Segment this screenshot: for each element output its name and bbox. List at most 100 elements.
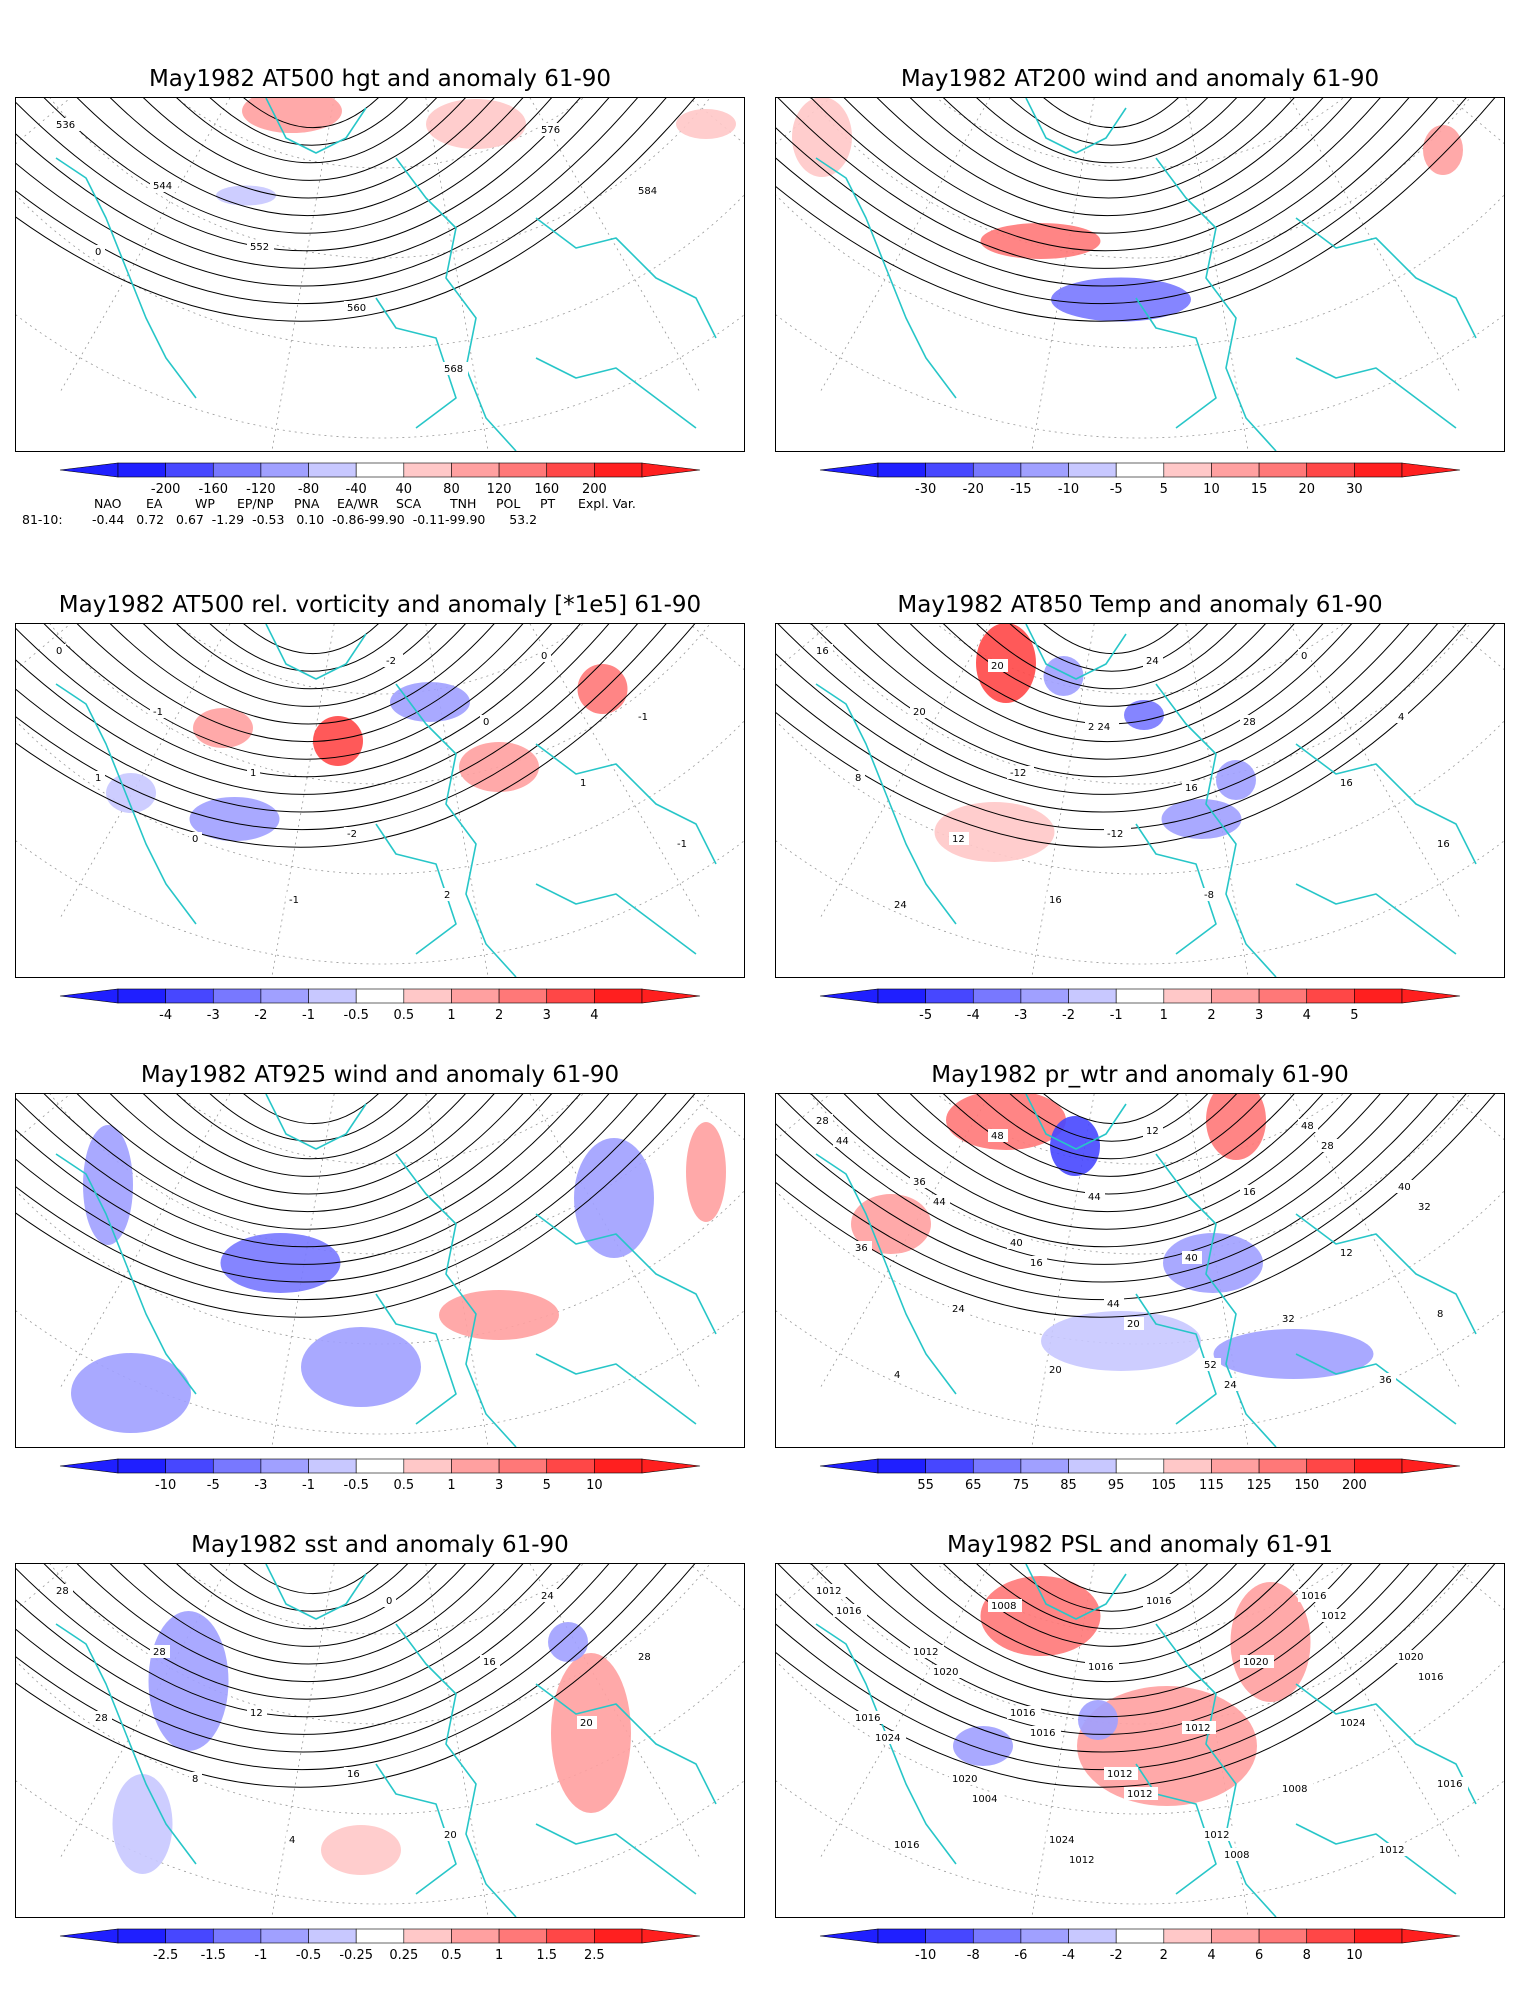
coastline xyxy=(55,157,197,399)
contour-lines xyxy=(776,1094,1496,1318)
coastline xyxy=(265,624,367,680)
contour-label-bg xyxy=(1027,1256,1047,1269)
colorbar-tick-label: -10 xyxy=(155,1478,176,1493)
contour-label: 36 xyxy=(913,1177,926,1188)
contour-label: 1016 xyxy=(894,1840,919,1851)
contour-label-bg xyxy=(1434,837,1454,850)
contour-line xyxy=(16,98,696,322)
contour-label-bg xyxy=(247,1706,267,1719)
contour-label: 20 xyxy=(913,707,926,718)
coastline xyxy=(55,1623,197,1865)
anomaly-blob xyxy=(1161,799,1242,839)
contour-label: 40 xyxy=(1010,1238,1023,1249)
map-canvas: 16 20 -12 -12 -8 0 4 8 12 16 24 28 16 16 24 20 2 24 16 xyxy=(776,624,1504,977)
contour-label: 28 xyxy=(95,1713,108,1724)
map-wind925 xyxy=(15,1093,745,1448)
contour-label-bg xyxy=(92,245,105,258)
contour-label-bg xyxy=(1046,1833,1080,1846)
contour-label: -2 xyxy=(347,829,357,840)
coastline xyxy=(1295,357,1457,429)
contour-label: 36 xyxy=(855,1243,868,1254)
contour-line xyxy=(1043,624,1179,655)
contour-line xyxy=(209,624,408,672)
colorbar-tick-label: 1 xyxy=(447,1478,455,1493)
contour-label-bg xyxy=(441,888,454,901)
colorbar-segment xyxy=(1306,1928,1355,1944)
panel-hgt500: May1982 AT500 hgt and anomaly 61-90 536 5… xyxy=(0,0,760,500)
contour-label-bg xyxy=(891,1838,925,1851)
contour-label: 28 xyxy=(816,1116,829,1127)
colorbar-tick-label: 4 xyxy=(1303,1008,1311,1023)
contour-line xyxy=(209,1094,408,1142)
coastline xyxy=(535,217,717,339)
contour-label: 1024 xyxy=(1049,1835,1074,1846)
values-label: 81-10: xyxy=(22,512,63,527)
colorbar-tick-label: -10 xyxy=(915,1948,936,1963)
contour-label: 24 xyxy=(1146,656,1159,667)
contour-label-bg xyxy=(674,837,694,850)
colorbar-tick-label: 1 xyxy=(1160,1008,1168,1023)
contour-line xyxy=(43,98,552,234)
contour-line xyxy=(843,98,1352,234)
anomaly-blob xyxy=(426,99,526,149)
map-canvas: 536 544 552 560 568 576 584 0 xyxy=(16,98,744,451)
contour-line xyxy=(16,624,696,848)
anomaly-blob xyxy=(193,708,253,748)
contour-label-bg xyxy=(53,118,80,131)
coastline xyxy=(1295,1823,1457,1895)
contour-label: 16 xyxy=(1340,778,1353,789)
coastlines xyxy=(55,1564,717,1917)
contour-label: 1016 xyxy=(1010,1708,1035,1719)
panel-title: May1982 AT200 wind and anomaly 61-90 xyxy=(900,66,1380,92)
colorbar-tick-label: 15 xyxy=(1251,482,1268,497)
coastline xyxy=(1025,1564,1127,1620)
colorbar-svg: -2.5 -1.5 -1 -0.5 -0.25 0.25 0.5 1 1.5 2.5 xyxy=(59,1928,701,1963)
contour-label-bg xyxy=(635,184,662,197)
panel-title: May1982 AT925 wind and anomaly 61-90 xyxy=(140,1062,620,1088)
colorbar-left-arrow xyxy=(819,1928,879,1944)
contour-label-bg xyxy=(383,654,403,667)
colorbar-right-arrow xyxy=(1401,988,1461,1004)
contour-label: 2 xyxy=(444,890,450,901)
colorbar-segment xyxy=(546,1928,595,1944)
contour-label: 1024 xyxy=(875,1733,900,1744)
contour-label-bg xyxy=(1395,1180,1415,1193)
contour-label-bg xyxy=(833,1134,853,1147)
map-canvas xyxy=(16,1094,744,1447)
contour-line xyxy=(16,624,638,813)
coastline xyxy=(1155,1153,1277,1447)
colorbar-wind925: -10 -5 -3 -1 -0.5 0.5 1 3 5 10 xyxy=(59,1457,720,1497)
contour-label: -1 xyxy=(638,712,648,723)
contour-line xyxy=(876,98,1324,217)
contour-label-bg xyxy=(92,771,105,784)
colorbar-tick-label: -5 xyxy=(1110,482,1123,497)
colorbar-left-arrow xyxy=(819,462,879,478)
contour-label: 0 xyxy=(56,646,62,657)
anomaly-shading xyxy=(71,1122,726,1433)
contour-label-bg xyxy=(910,705,930,718)
contour-line xyxy=(209,1564,408,1612)
colorbar-tick-label: -30 xyxy=(915,482,936,497)
contour-line xyxy=(43,1564,552,1700)
contour-line xyxy=(843,1564,1352,1700)
colorbar-tick-label: 150 xyxy=(1294,1478,1319,1493)
panel-title: May1982 AT500 hgt and anomaly 61-90 xyxy=(148,66,612,92)
contour-label-bg xyxy=(441,1828,461,1841)
contour-label: 1016 xyxy=(855,1713,880,1724)
contour-label: 40 xyxy=(1398,1182,1411,1193)
colorbar-tick-label: 5 xyxy=(1350,1008,1358,1023)
contour-label: 28 xyxy=(638,1652,651,1663)
contour-label-bg xyxy=(1221,1378,1241,1391)
anomaly-blob xyxy=(216,185,276,206)
contour-label-bg xyxy=(1337,776,1357,789)
colorbar-segment xyxy=(355,462,405,478)
contour-label-bg xyxy=(1395,1650,1429,1663)
contour-line xyxy=(16,1094,667,1300)
colorbar-tick-label: -0.5 xyxy=(296,1948,321,1963)
contour-label-bg xyxy=(1201,1828,1235,1841)
contour-label: 40 xyxy=(1185,1253,1198,1264)
colorbar-tick-label: 85 xyxy=(1060,1478,1077,1493)
contour-label-bg xyxy=(1046,893,1066,906)
colorbar-tick-label: 80 xyxy=(443,482,460,497)
contour-label: 0 xyxy=(386,1596,392,1607)
